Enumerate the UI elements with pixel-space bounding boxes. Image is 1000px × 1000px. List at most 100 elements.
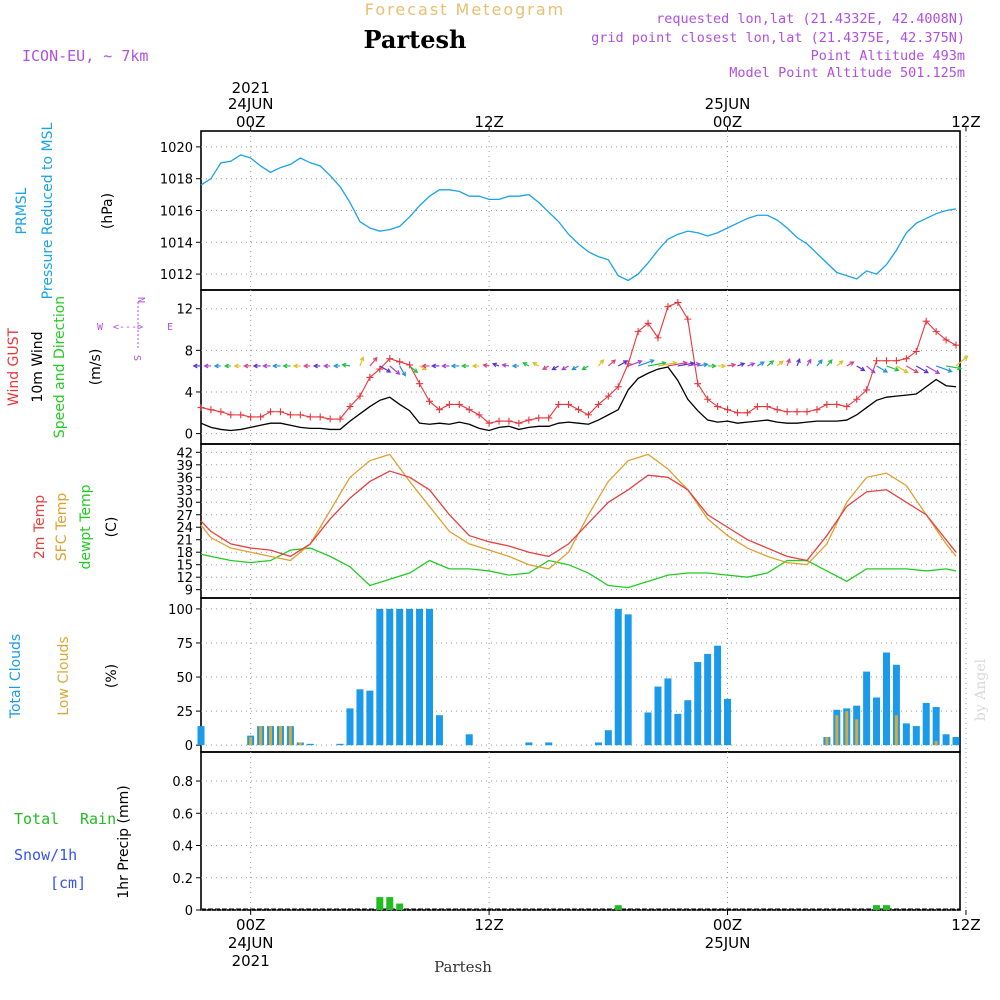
total-clouds-bar (922, 702, 930, 746)
wind-gust-point (873, 357, 881, 365)
temperature-ytick-label: 15 (176, 559, 193, 574)
wind-gust-point (316, 413, 324, 421)
dewpoint-line (200, 547, 957, 589)
wind-gust-point (525, 416, 533, 424)
total-clouds-bar (644, 712, 652, 746)
wind-gust-point (793, 408, 801, 416)
top-time-label: 00Z (236, 113, 265, 131)
wind-gust-point (942, 336, 950, 344)
low-clouds-bar (845, 711, 849, 746)
wind-gust-point (833, 400, 841, 408)
wind-gust-point (515, 419, 523, 427)
wind-ylabel: Wind GUST (6, 327, 22, 406)
model-altitude: Model Point Altitude 501.125m (729, 65, 965, 81)
total-clouds-bar (406, 608, 414, 746)
wind-direction-arrow (430, 363, 440, 369)
wind-direction-arrow (757, 361, 766, 367)
wind-direction-arrow (471, 363, 480, 369)
wind-direction-arrow (776, 360, 784, 367)
wind-direction-arrow (747, 362, 756, 367)
total-clouds-bar (346, 708, 354, 746)
wind-direction-arrow (796, 358, 801, 367)
wind-direction-arrow (836, 360, 844, 367)
wind-direction-arrow (737, 362, 746, 367)
bottom-time-label: 25JUN (705, 934, 751, 952)
total-clouds-bar (902, 723, 910, 746)
bottom-location-label: Partesh (434, 958, 492, 976)
clouds-ytick-label: 25 (176, 705, 193, 720)
precip-ylabel: 1hr Precip (mm) (116, 785, 132, 898)
wind-gust-point (425, 397, 433, 405)
wind-gust-point (952, 341, 960, 349)
compass-arrows: <---> (113, 322, 143, 333)
pressure-ytick-label: 1014 (160, 236, 193, 251)
wind-direction-arrow (707, 363, 717, 369)
wind-ytick-label: 0 (185, 428, 193, 443)
low-clouds-bar (278, 726, 282, 746)
wind-gust-point (912, 347, 920, 355)
legend-total: Total (14, 810, 59, 828)
wind-gust-point (535, 414, 543, 422)
total-clouds-bar (545, 742, 553, 746)
wind-direction-arrow (262, 363, 271, 369)
wind-direction-arrow (213, 363, 221, 369)
wind-ytick-label: 12 (176, 303, 193, 318)
total-clouds-bar (932, 707, 940, 746)
credit-watermark: by Angel (973, 658, 989, 721)
bottom-time-label: 2021 (232, 952, 270, 970)
wind-gust-point (604, 392, 612, 400)
wind-direction-arrow (617, 360, 629, 367)
wind-gust-point (783, 408, 791, 416)
rain-bar (882, 905, 890, 910)
wind-direction-arrow (727, 362, 737, 368)
total-clouds-bar (863, 671, 871, 746)
temperature-ytick-label: 36 (176, 471, 193, 486)
clouds-ytick-label: 0 (185, 739, 193, 754)
wind-direction-arrow (272, 363, 281, 369)
wind-gust-point (455, 400, 463, 408)
rain-bar (873, 905, 881, 910)
wind-gust-point (853, 395, 861, 403)
grid-point-coords: grid point closest lon,lat (21.4375E, 42… (591, 30, 965, 46)
wind-gust-point (435, 406, 443, 414)
wind-gust-point (296, 411, 304, 419)
wind-direction-arrow (906, 365, 919, 374)
wind-gust-point (644, 319, 652, 327)
location-title: Partesh (364, 25, 467, 54)
temperature-ylabel: (C) (104, 517, 120, 538)
wind-gust-point (922, 317, 930, 325)
wind-direction-arrow (399, 365, 406, 377)
wind-ylabel: (m/s) (88, 349, 104, 386)
wind-gust-point (207, 406, 215, 414)
temperature-ytick-label: 27 (176, 509, 193, 524)
total-clouds-bar (356, 689, 364, 746)
wind-direction-arrow (323, 363, 331, 369)
point-altitude: Point Altitude 493m (811, 48, 965, 64)
wind-gust-point (366, 373, 374, 381)
wind-direction-arrow (551, 365, 559, 371)
rain-bar (614, 905, 622, 910)
wind-gust-point (584, 411, 592, 419)
temperature-ylabel: dewpt Temp (78, 484, 94, 569)
pressure-ylabel: PRMSL (14, 187, 30, 234)
wind-gust-point (465, 406, 473, 414)
precip-panel-frame (200, 751, 961, 911)
wind-ytick-label: 4 (185, 386, 193, 401)
wind-direction-arrow (876, 365, 889, 373)
wind-gust-point (416, 380, 424, 388)
wind-gust-point (803, 408, 811, 416)
bottom-time-label: 00Z (713, 916, 742, 934)
total-clouds-bar (336, 743, 344, 746)
compass-east: E (167, 322, 173, 333)
model-label: ICON-EU, ~ 7km (22, 47, 148, 65)
clouds-ytick-label: 100 (168, 603, 193, 618)
wind-gust-point (247, 413, 255, 421)
total-clouds-bar (654, 686, 662, 746)
wind-direction-arrow (511, 363, 519, 369)
bottom-time-label: 12Z (951, 916, 980, 934)
wind-gust-point (684, 315, 692, 323)
total-clouds-bar (684, 700, 692, 746)
wind-direction-arrow (866, 365, 876, 374)
total-clouds-bar (704, 653, 712, 746)
